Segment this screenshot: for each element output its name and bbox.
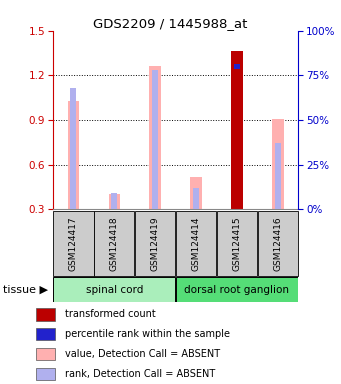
Bar [176,277,298,302]
Bar [135,211,175,276]
Bar [176,211,216,276]
Text: GSM124415: GSM124415 [233,217,241,271]
Text: GSM124414: GSM124414 [192,217,201,271]
Bar [53,211,93,276]
Text: GSM124418: GSM124418 [110,217,119,271]
Text: tissue ▶: tissue ▶ [3,285,48,295]
Text: rank, Detection Call = ABSENT: rank, Detection Call = ABSENT [65,369,215,379]
Text: GSM124416: GSM124416 [273,217,282,271]
Bar [275,143,281,209]
Bar [36,348,55,361]
Text: percentile rank within the sample: percentile rank within the sample [65,329,229,339]
Bar [193,188,199,209]
Bar [112,193,117,209]
Bar [94,211,134,276]
Bar [190,177,202,209]
Text: GDS2209 / 1445988_at: GDS2209 / 1445988_at [93,17,248,30]
Text: GSM124419: GSM124419 [151,217,160,271]
Bar [36,308,55,321]
Bar [258,211,298,276]
Bar [234,64,240,69]
Bar [231,51,243,209]
Bar [272,119,284,209]
Text: value, Detection Call = ABSENT: value, Detection Call = ABSENT [65,349,220,359]
Bar [53,277,175,302]
Bar [36,328,55,341]
Bar [36,367,55,381]
Text: spinal cord: spinal cord [86,285,143,295]
Bar [108,194,120,209]
Bar [68,101,79,209]
Bar [149,66,161,209]
Text: transformed count: transformed count [65,309,155,319]
Text: dorsal root ganglion: dorsal root ganglion [184,285,290,295]
Bar [217,211,257,276]
Bar [152,70,158,209]
Text: GSM124417: GSM124417 [69,217,78,271]
Bar [71,88,76,209]
